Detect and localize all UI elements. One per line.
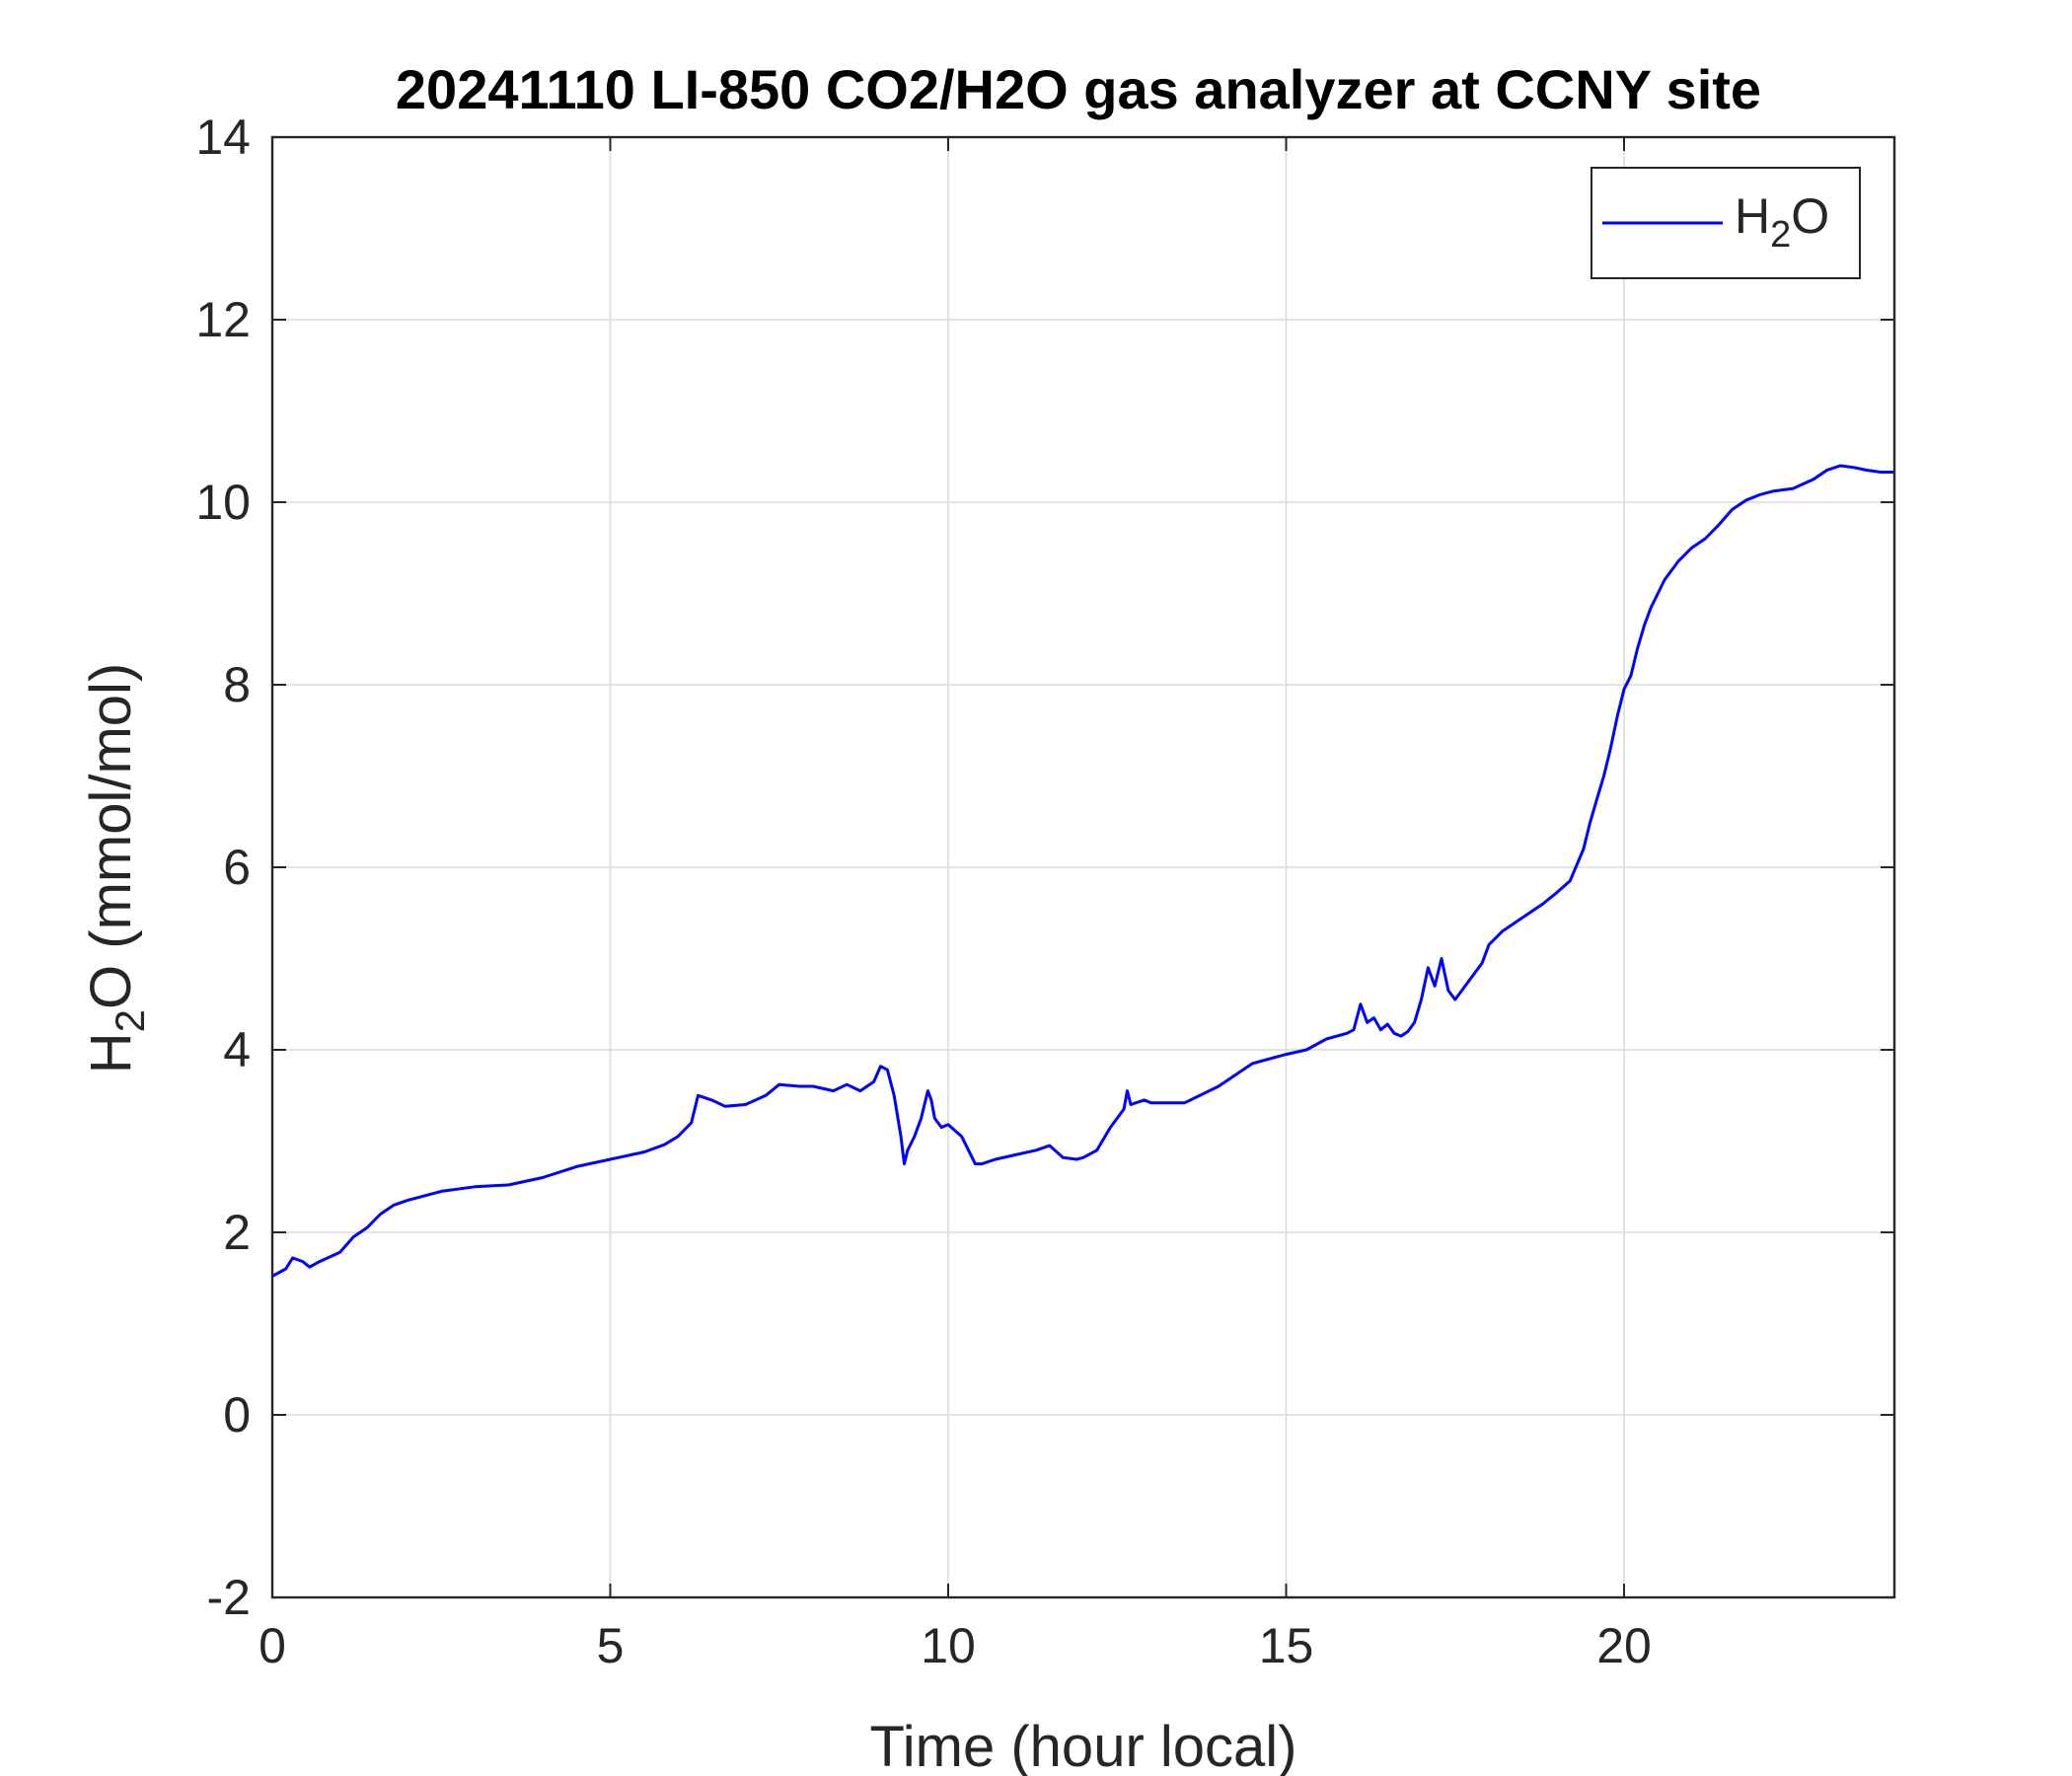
y-axis-label-rest: O (mmol/mol) (79, 663, 143, 1009)
y-gridlines (272, 136, 1894, 1598)
y-tick-label: 14 (195, 110, 251, 165)
legend-label-h2o: H2O (1735, 188, 1829, 256)
y-tick-label: -2 (207, 1570, 251, 1625)
x-tick-label: 0 (259, 1618, 286, 1673)
x-ticks: 0 5 10 15 20 (259, 137, 1652, 1673)
y-axis-label: H2O (mmol/mol) (79, 663, 153, 1073)
y-axis-label-subscript: 2 (107, 1009, 153, 1032)
legend-label-subscript: 2 (1770, 214, 1791, 256)
x-tick-label: 10 (921, 1618, 976, 1673)
x-tick-label: 15 (1259, 1618, 1314, 1673)
y-tick-label: 2 (223, 1205, 251, 1260)
legend-label-base: H (1735, 188, 1770, 244)
series-layer (271, 464, 1894, 1278)
y-tick-label: 6 (223, 840, 251, 895)
y-tick-label: 4 (223, 1022, 251, 1077)
y-ticks: -2 0 2 4 6 8 10 12 14 (195, 110, 1894, 1625)
y-tick-label: 12 (195, 292, 251, 347)
x-tick-label: 5 (597, 1618, 625, 1673)
legend-label-rest: O (1791, 188, 1829, 244)
y-tick-label: 0 (223, 1387, 251, 1443)
y-tick-label: 10 (195, 475, 251, 530)
y-tick-label: 8 (223, 657, 251, 712)
chart-title: 20241110 LI-850 CO2/H2O gas analyzer at … (396, 58, 1761, 120)
series-line-h2o (271, 464, 1894, 1278)
x-tick-label: 20 (1596, 1618, 1652, 1673)
x-axis-label: Time (hour local) (870, 1715, 1297, 1776)
y-axis-label-base: H (79, 1032, 143, 1073)
legend: H2O (1591, 167, 1861, 279)
